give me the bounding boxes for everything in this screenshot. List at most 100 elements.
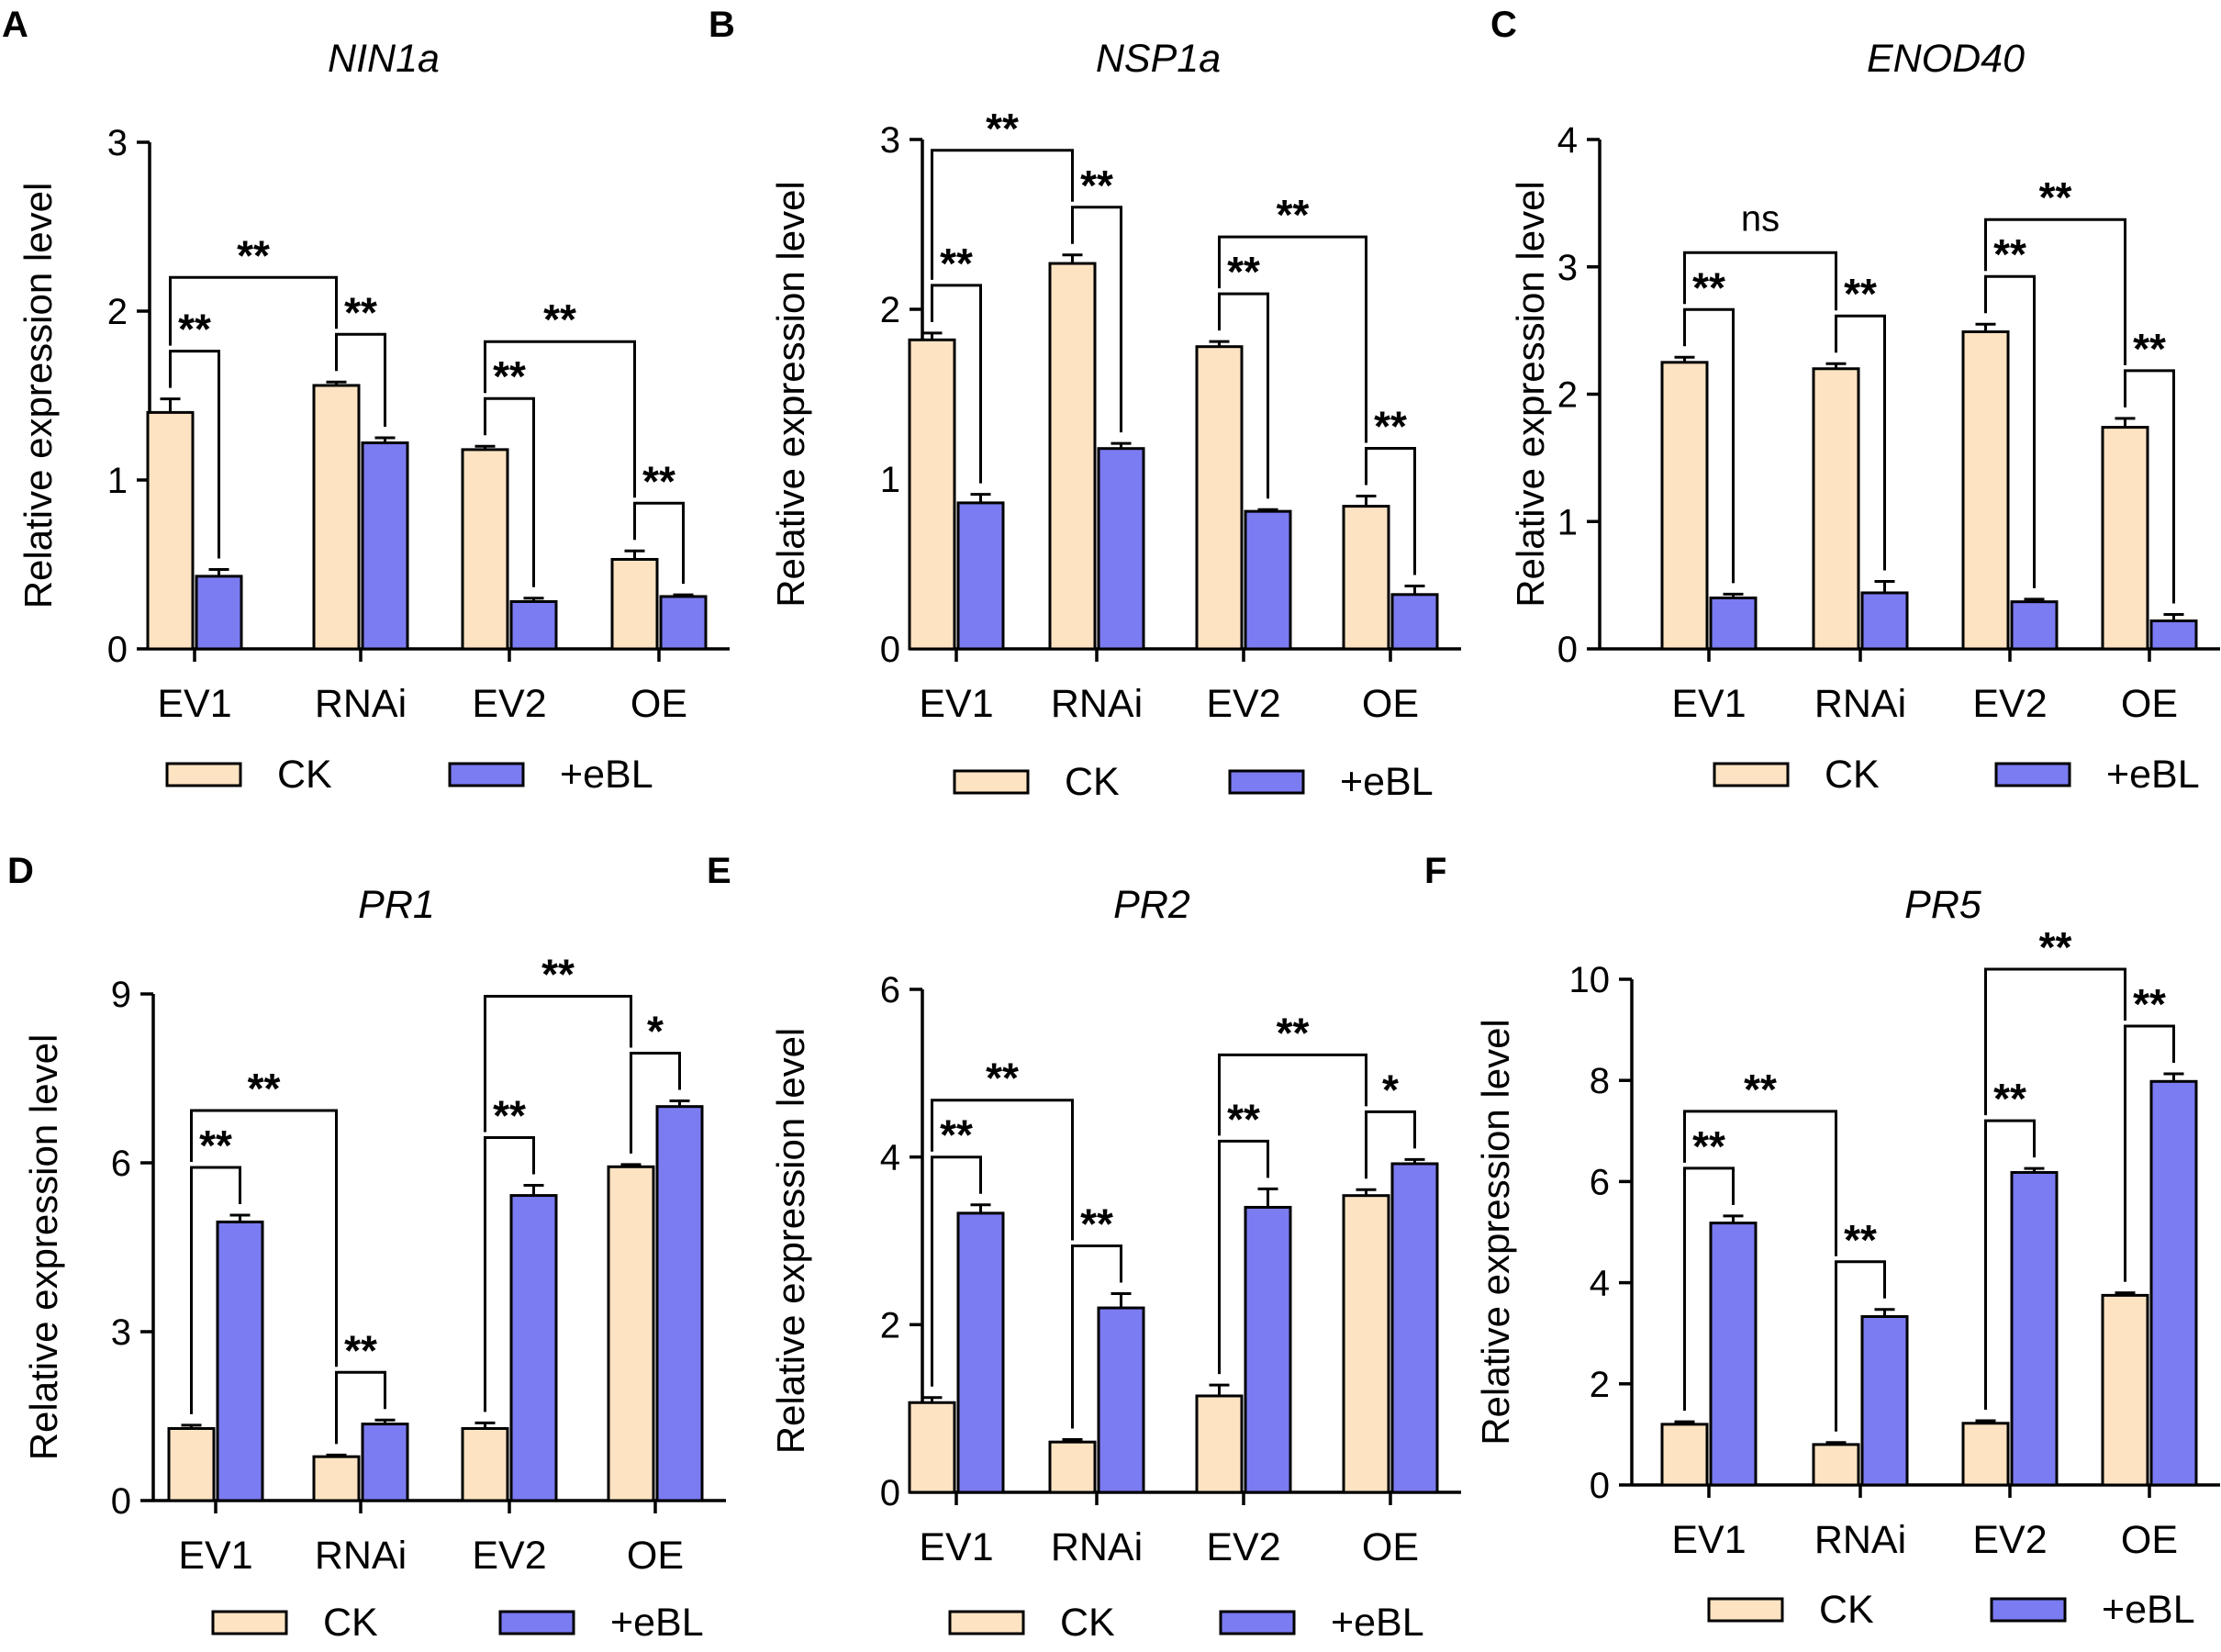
significance-mark: ** <box>1744 1066 1777 1113</box>
error-bar <box>326 1453 347 1457</box>
x-tick-label: RNAi <box>1051 682 1143 726</box>
bar-ebl <box>195 575 243 651</box>
legend-label-ck: CK <box>323 1601 378 1645</box>
legend-swatch-ebl <box>1990 1597 2067 1623</box>
bar-ebl <box>659 595 708 651</box>
bar-ck <box>2101 426 2149 651</box>
y-tick-label: 2 <box>1557 375 1578 416</box>
legend-label-ebl: +eBL <box>2106 753 2200 797</box>
error-bar <box>2115 417 2136 428</box>
error-bar <box>208 568 229 576</box>
significance-mark: ** <box>1993 1075 2026 1122</box>
x-tick-label: EV2 <box>472 1534 546 1578</box>
significance-mark: ** <box>199 1122 232 1169</box>
significance-mark: ** <box>1080 162 1113 209</box>
y-tick-label: 0 <box>1590 1466 1610 1506</box>
panel-A: A NIN1a Relative expression level 0 1 2 3 EV1 RN… <box>2 5 730 797</box>
legend: CK +eBL <box>1713 753 2200 797</box>
significance-bracket <box>1683 307 1735 584</box>
group-bracket <box>1683 1110 1837 1256</box>
y-tick-label: 2 <box>1590 1365 1610 1405</box>
significance-mark: ** <box>248 1065 281 1112</box>
x-tick-label: EV2 <box>1206 682 1280 726</box>
error-bar <box>1874 579 1895 593</box>
error-bar <box>1674 355 1695 363</box>
group-bracket <box>931 1099 1074 1241</box>
bar-ck <box>1961 1422 2010 1487</box>
panel-title: NSP1a <box>1096 37 1221 81</box>
significance-bracket <box>633 501 685 585</box>
significance-bracket <box>484 1136 535 1412</box>
significance-mark: ** <box>1692 263 1725 311</box>
error-bar <box>1723 592 1744 598</box>
significance-mark: ** <box>541 951 575 999</box>
group-bracket <box>1683 251 1837 311</box>
significance-mark: ** <box>493 1092 526 1140</box>
legend-label-ebl: +eBL <box>560 753 653 797</box>
legend-swatch-ck <box>165 762 242 787</box>
bar-ck <box>1961 330 2010 651</box>
legend-swatch-ck <box>1707 1597 1784 1623</box>
panel-title: PR1 <box>358 883 435 927</box>
significance-bracket <box>630 1052 681 1154</box>
error-bar <box>1257 508 1278 512</box>
y-tick-label: 8 <box>1590 1061 1610 1101</box>
error-bar <box>474 444 496 450</box>
bar-ck <box>167 1426 216 1502</box>
y-tick-label: 4 <box>1590 1264 1610 1304</box>
bar-ck <box>1195 1394 1244 1494</box>
error-bar <box>1674 1420 1695 1424</box>
x-tick-label: EV2 <box>472 682 546 726</box>
significance-mark: ** <box>237 231 270 279</box>
error-bar <box>1723 1214 1744 1223</box>
significance-bracket <box>484 396 535 587</box>
error-bar <box>673 593 694 597</box>
bar-ebl <box>956 501 1005 651</box>
significance-bracket <box>2124 369 2175 604</box>
significance-mark: ** <box>642 457 675 505</box>
bar-ebl <box>1244 509 1292 651</box>
significance-mark: ** <box>493 352 526 400</box>
y-tick-label: 2 <box>880 1305 900 1345</box>
x-tick-label: RNAi <box>1814 682 1906 726</box>
group-bracket <box>190 1109 338 1367</box>
legend-swatch-ebl <box>1994 762 2071 787</box>
x-tick-label: EV1 <box>1671 1518 1746 1562</box>
y-tick-label: 3 <box>111 1312 131 1353</box>
significance-mark: ** <box>1277 1009 1310 1056</box>
y-tick-label: 0 <box>880 1473 900 1513</box>
x-tick-label: EV1 <box>919 1525 993 1569</box>
panel-E: E PR2 Relative expression level 0 2 4 6 EV1 RNAi… <box>707 851 1461 1645</box>
y-tick-label: 10 <box>1569 960 1611 1000</box>
x-tick-label: OE <box>1362 1525 1419 1569</box>
significance-bracket <box>1218 1139 1269 1375</box>
y-axis-label: Relative expression level <box>1509 181 1552 608</box>
legend-label-ebl: +eBL <box>610 1601 704 1645</box>
bar-ebl <box>1860 1315 1909 1487</box>
significance-mark: ** <box>1993 230 2026 278</box>
bar-ck <box>1048 1440 1097 1494</box>
y-tick-label: 6 <box>111 1144 131 1184</box>
x-tick-label: EV2 <box>1206 1525 1280 1569</box>
error-bar <box>921 331 943 340</box>
error-bar <box>921 1396 943 1403</box>
error-bar <box>970 493 991 503</box>
significance-mark: ** <box>1080 1200 1113 1248</box>
y-tick-label: 4 <box>880 1138 900 1178</box>
legend-label-ebl: +eBL <box>2102 1588 2195 1632</box>
significance-mark: ** <box>1277 191 1310 239</box>
legend: CK +eBL <box>948 1601 1424 1645</box>
significance-mark: ** <box>1227 248 1260 296</box>
error-bar <box>1209 340 1230 347</box>
x-tick-label: OE <box>2121 682 2178 726</box>
bar-ck <box>607 1165 655 1502</box>
significance-bracket <box>169 350 220 559</box>
bar-ck <box>1660 1423 1709 1487</box>
x-tick-label: EV2 <box>1972 682 2047 726</box>
panel-letter: F <box>1424 851 1446 891</box>
bar-ck <box>312 384 361 651</box>
significance-mark: * <box>647 1008 664 1055</box>
x-tick-label: OE <box>1362 682 1419 726</box>
legend-swatch-ebl <box>498 1610 575 1635</box>
error-bar <box>2115 1291 2136 1296</box>
